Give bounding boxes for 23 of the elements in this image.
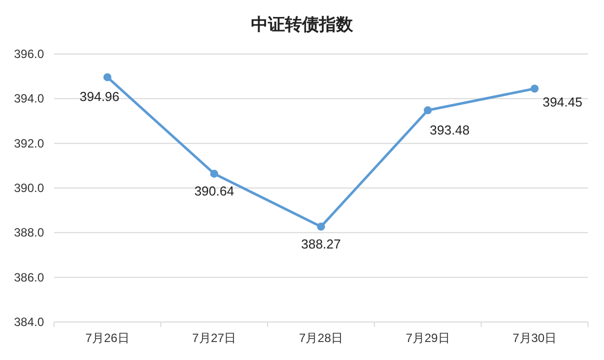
x-tick-label: 7月27日: [192, 331, 236, 345]
point: [530, 84, 539, 93]
y-tick-label: 384.0: [14, 315, 44, 329]
y-tick-label: 388.0: [14, 226, 44, 240]
x-tick-label: 7月26日: [85, 331, 130, 345]
x-tick-label: 7月30日: [512, 331, 557, 345]
point: [317, 222, 325, 231]
data-label: 393.48: [430, 122, 470, 138]
y-tick-label: 394.0: [14, 92, 44, 106]
x-tick-label: 7月29日: [406, 331, 450, 345]
y-tick-label: 396.0: [14, 47, 44, 61]
y-tick-label: 390.0: [14, 181, 44, 195]
data-label: 394.96: [80, 89, 120, 104]
chart-title: 中证转债指数: [251, 15, 354, 34]
point: [103, 73, 112, 82]
y-tick-label: 392.0: [14, 136, 44, 150]
data-label: 394.45: [542, 94, 582, 110]
x-tick-label: 7月28日: [298, 331, 344, 345]
point: [424, 106, 432, 114]
data-label: 390.64: [194, 184, 234, 199]
data-label: 388.27: [301, 236, 341, 252]
point: [210, 170, 218, 178]
y-tick-label: 386.0: [14, 270, 44, 284]
